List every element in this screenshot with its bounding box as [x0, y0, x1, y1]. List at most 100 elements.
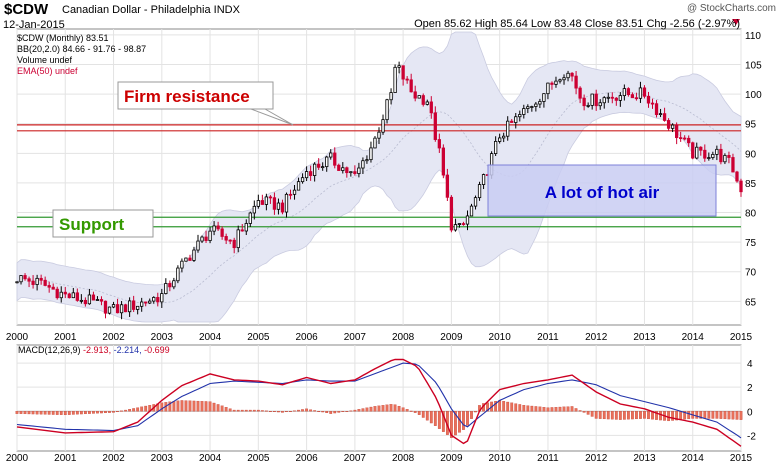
price-candle — [377, 131, 381, 139]
macd-histogram-bar — [63, 411, 67, 416]
macd-histogram-bar — [441, 411, 445, 432]
price-candle — [675, 124, 679, 139]
price-candle — [365, 159, 369, 162]
macd-histogram-bar — [136, 407, 140, 412]
macd-histogram-bar — [361, 408, 365, 412]
price-candle — [15, 281, 19, 284]
price-candle — [518, 114, 522, 118]
macd-x-tick-label: 2003 — [151, 453, 174, 464]
price-candle — [413, 91, 417, 99]
price-candle — [437, 139, 441, 149]
price-candle — [79, 299, 83, 302]
price-tick-label: 100 — [745, 90, 762, 101]
price-candle — [232, 239, 236, 249]
price-candle — [401, 65, 405, 80]
price-candle — [349, 171, 353, 174]
price-candle — [123, 304, 128, 313]
price-candle — [542, 93, 546, 102]
price-candle — [405, 78, 409, 81]
date-label: 12-Jan-2015 — [3, 19, 65, 31]
macd-histogram-bar — [301, 409, 304, 412]
macd-histogram-bar — [337, 411, 341, 413]
price-candle — [654, 103, 659, 115]
macd-histogram-bar — [172, 401, 176, 412]
macd-histogram-bar — [313, 410, 317, 412]
macd-histogram-bar — [244, 409, 248, 412]
price-candle — [570, 72, 574, 77]
macd-histogram-bar — [594, 411, 598, 419]
macd-histogram-bar — [120, 410, 123, 412]
price-candle — [646, 95, 651, 104]
macd-histogram-bar — [731, 411, 735, 420]
price-candle — [204, 236, 208, 241]
price-candle — [296, 181, 301, 191]
macd-histogram-bar — [401, 407, 405, 412]
macd-histogram-bar — [675, 411, 679, 421]
price-candle — [99, 299, 104, 302]
macd-histogram-bar — [373, 406, 377, 412]
macd-histogram-bar — [264, 410, 268, 412]
price-candle — [634, 97, 639, 100]
macd-histogram-bar — [160, 402, 164, 412]
macd-histogram-bar — [582, 411, 586, 413]
price-candle — [47, 285, 51, 288]
price-candle — [735, 171, 739, 182]
price-candle — [140, 301, 144, 307]
macd-histogram-bar — [526, 405, 530, 412]
price-tick-label: 95 — [745, 120, 757, 131]
price-candle — [63, 291, 67, 295]
macd-histogram-bar — [55, 411, 59, 415]
macd-histogram-bar — [277, 411, 280, 413]
macd-histogram-bar — [96, 411, 99, 414]
price-candle — [292, 189, 297, 195]
price-candle — [393, 66, 397, 93]
macd-histogram-bar — [240, 409, 244, 412]
price-candle — [526, 106, 530, 109]
price-candle — [506, 120, 510, 137]
macd-histogram-bar — [429, 411, 433, 424]
price-candle — [329, 152, 333, 158]
macd-histogram-bar — [353, 409, 357, 412]
macd-histogram-bar — [671, 411, 675, 421]
macd-histogram-bar — [273, 411, 276, 413]
price-candle — [156, 297, 160, 303]
macd-x-tick-label: 2013 — [633, 453, 656, 464]
price-candle — [381, 119, 385, 133]
price-candle — [127, 300, 132, 313]
price-tick-label: 105 — [745, 61, 762, 72]
macd-histogram-bar — [289, 411, 292, 413]
macd-x-tick-label: 2006 — [295, 453, 318, 464]
price-candle — [119, 304, 124, 314]
price-candle — [252, 205, 256, 214]
price-tick-label: 80 — [745, 209, 757, 220]
price-candle — [683, 137, 687, 140]
price-candle — [389, 92, 393, 101]
price-candle — [465, 215, 470, 225]
price-candle — [473, 197, 478, 207]
price-candle — [304, 171, 309, 179]
price-candle — [59, 291, 63, 299]
price-candle — [429, 101, 433, 114]
price-candle — [71, 292, 75, 299]
price-candle — [152, 297, 156, 302]
macd-histogram-bar — [192, 400, 196, 412]
price-candle — [522, 108, 526, 115]
price-candle — [51, 286, 55, 290]
macd-histogram-bar — [602, 411, 606, 420]
macd-histogram-bar — [208, 401, 212, 412]
price-candle — [618, 95, 622, 101]
macd-histogram-bar — [659, 411, 662, 421]
macd-histogram-bar — [470, 411, 473, 419]
ohlc-summary: Open 85.62 High 85.64 Low 83.48 Close 83… — [414, 18, 740, 30]
macd-histogram-bar — [462, 411, 465, 430]
macd-x-tick-label: 2014 — [682, 453, 705, 464]
macd-histogram-bar — [687, 411, 691, 420]
macd-histogram-bar — [735, 411, 739, 420]
macd-histogram-bar — [566, 406, 570, 412]
macd-signal-line — [16, 362, 742, 439]
macd-histogram-bar — [79, 411, 83, 415]
legend-macd: MACD(12,26,9) -2.913, -2.214, -0.699 — [18, 345, 170, 355]
price-candle — [188, 257, 192, 261]
support-callout-box — [52, 209, 154, 238]
macd-histogram-bar — [558, 406, 562, 412]
